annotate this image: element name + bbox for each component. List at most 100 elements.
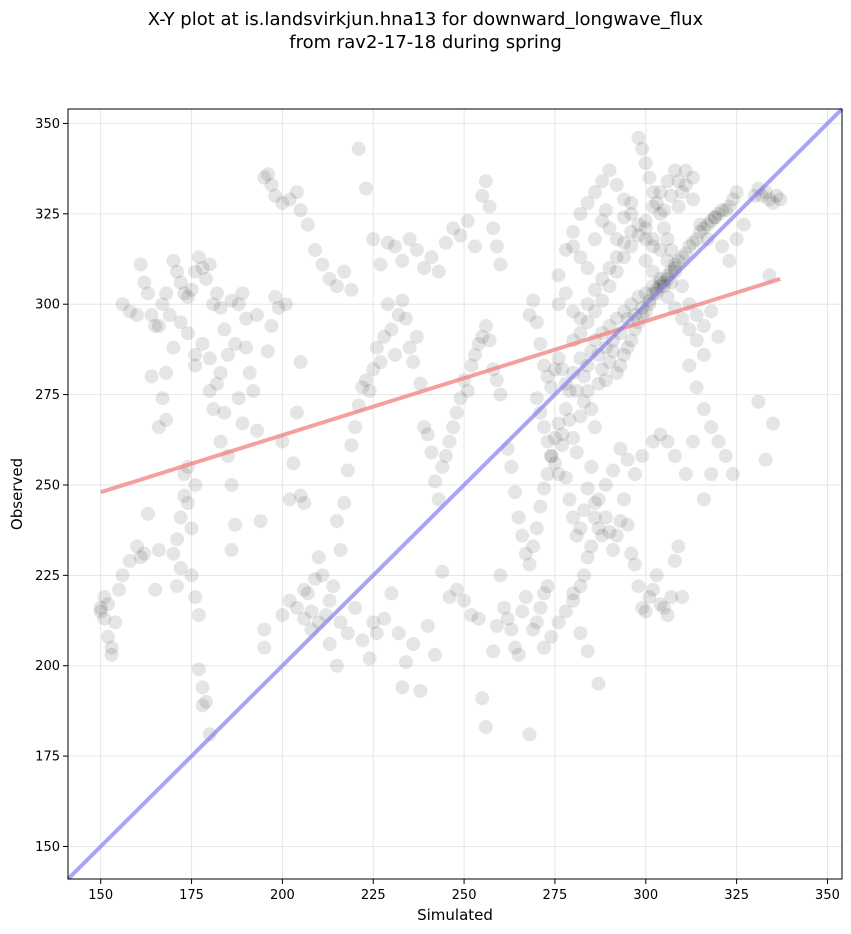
data-point [758,452,773,467]
data-point [602,524,617,539]
x-tick-label: 250 [452,888,477,903]
data-point [551,297,566,312]
data-point [675,590,690,605]
data-point [686,192,701,207]
data-point [366,232,381,247]
x-axis-ticks: 150 175 200 225 250 275 300 325 350 [88,879,840,903]
data-point [478,720,493,735]
data-point [144,369,159,384]
data-point [279,297,294,312]
data-point [573,351,588,366]
data-point [173,561,188,576]
data-point [577,503,591,518]
data-point [478,318,493,333]
data-point [224,477,239,492]
data-point [137,546,152,561]
data-point [428,647,443,662]
data-point [293,355,308,370]
data-point [664,242,679,257]
data-point [217,405,232,420]
x-tick-label: 150 [88,888,113,903]
data-point [591,376,606,391]
data-point [239,340,254,355]
data-point [329,658,344,673]
data-point [562,492,577,507]
data-point [104,640,119,655]
data-point [671,253,686,268]
data-point [609,232,624,247]
data-point [638,232,653,247]
data-point [580,550,595,565]
data-point [649,568,664,583]
data-point [398,311,413,326]
data-point [289,600,304,615]
data-point [595,528,610,543]
data-point [686,434,701,449]
data-point [606,333,621,348]
data-point [188,347,203,362]
data-point [348,600,363,615]
data-point [358,373,373,388]
data-point [537,420,552,435]
data-point [220,347,235,362]
data-point [606,543,621,558]
data-point [235,286,250,301]
data-point [442,434,457,449]
data-point [725,192,740,207]
data-point [170,532,185,547]
y-tick-label: 225 [35,569,60,584]
data-point [130,308,145,323]
data-point [231,297,246,312]
data-point [522,308,537,323]
data-point [111,582,126,597]
data-point [540,467,555,482]
data-point [573,326,588,341]
data-point [304,604,319,619]
data-point [638,286,653,301]
data-point [297,611,312,626]
data-point [653,242,668,257]
data-point [395,680,410,695]
data-point [551,615,566,630]
data-point [606,344,621,359]
data-point [627,467,642,482]
data-point [656,221,671,236]
data-point [718,203,733,218]
data-point [664,188,679,203]
data-point [97,590,112,605]
data-point [642,170,657,185]
data-point [624,297,639,312]
data-point [206,402,221,417]
data-point [587,420,602,435]
data-point [308,242,323,257]
data-point [482,333,497,348]
data-point [533,600,548,615]
data-point [191,608,206,623]
data-point [707,210,722,225]
data-point [602,221,617,236]
data-point [544,629,559,644]
data-point [566,586,581,601]
data-point [337,496,352,511]
data-point [435,564,450,579]
data-point [384,322,399,337]
data-point [573,206,588,221]
data-point [540,369,555,384]
data-point [544,380,559,395]
data-point [722,199,737,214]
data-point [551,467,566,482]
data-point [475,188,490,203]
data-point [300,586,315,601]
data-point [431,492,446,507]
data-point [115,568,130,583]
data-point [689,333,704,348]
data-point [435,459,450,474]
data-point [388,347,403,362]
data-point [315,568,330,583]
data-point [213,300,228,315]
data-point [598,477,613,492]
data-point [300,217,315,232]
data-point [275,608,290,623]
data-point [391,626,406,641]
data-point [402,340,417,355]
